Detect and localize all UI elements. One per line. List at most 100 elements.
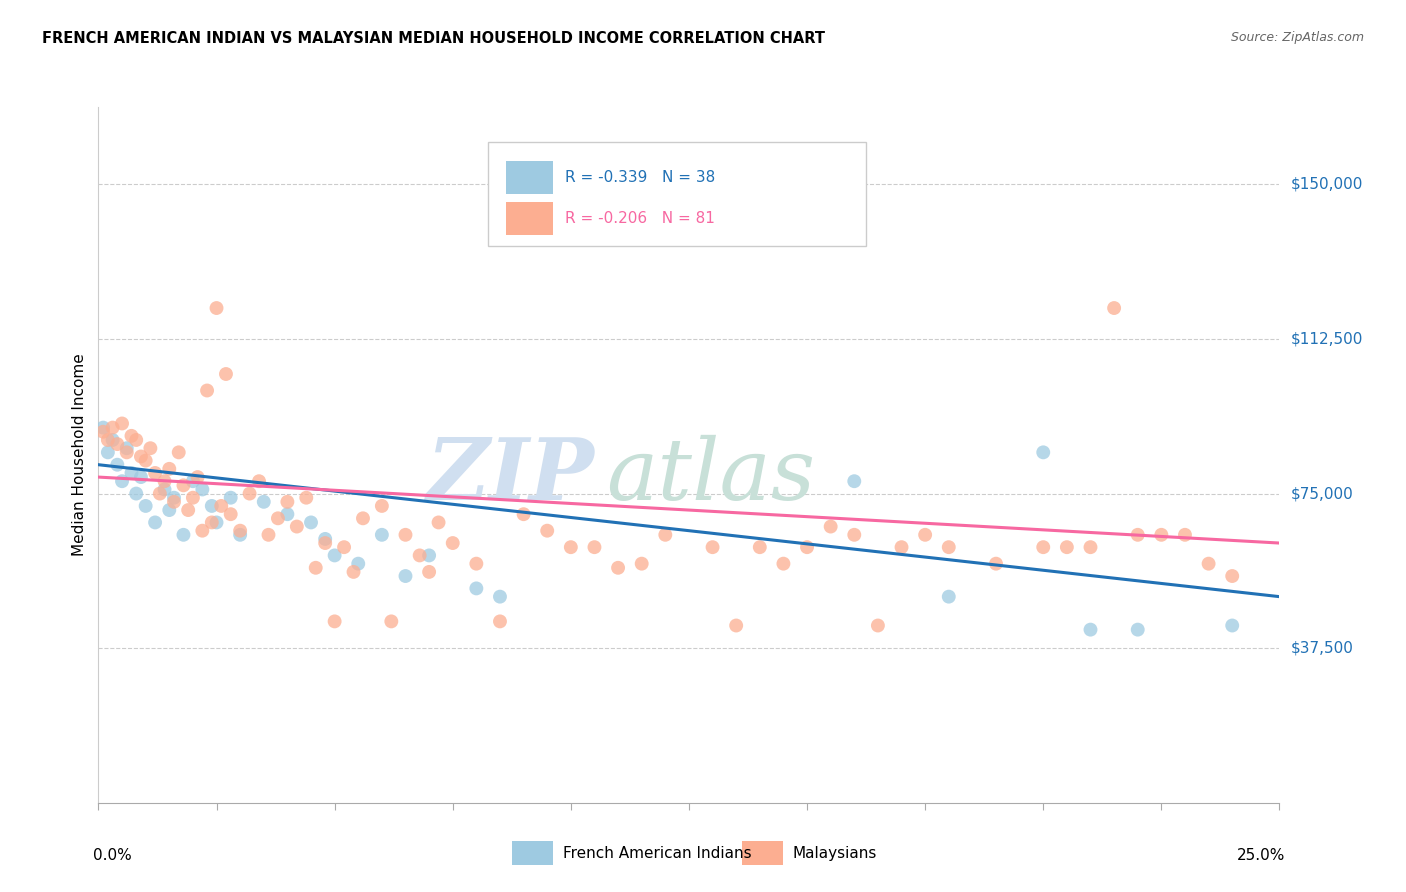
Point (512, 507, 534, 521)
Point (583, 540, 606, 554)
FancyBboxPatch shape (742, 841, 783, 865)
Point (394, 528, 416, 542)
Point (1150, 528, 1173, 542)
Point (97, 433, 120, 447)
Point (276, 507, 298, 521)
Point (938, 590, 960, 604)
Point (938, 540, 960, 554)
Point (489, 590, 512, 604)
Point (257, 528, 280, 542)
Point (323, 615, 346, 629)
Point (111, 474, 134, 488)
Point (314, 532, 336, 546)
Point (844, 474, 866, 488)
Point (177, 503, 200, 517)
Point (1032, 540, 1054, 554)
FancyBboxPatch shape (506, 161, 553, 194)
Point (149, 486, 172, 500)
FancyBboxPatch shape (512, 841, 553, 865)
Point (115, 445, 138, 459)
Text: $75,000: $75,000 (1291, 486, 1354, 501)
Point (890, 540, 912, 554)
Point (125, 486, 148, 500)
Point (796, 540, 818, 554)
Point (984, 557, 1007, 571)
Text: ZIP: ZIP (426, 434, 595, 517)
Point (427, 516, 450, 530)
FancyBboxPatch shape (506, 202, 553, 235)
Point (314, 536, 336, 550)
Point (195, 384, 218, 398)
Point (167, 445, 190, 459)
Point (1220, 618, 1243, 632)
Point (101, 433, 124, 447)
Point (205, 301, 228, 315)
Point (465, 582, 488, 596)
Point (748, 540, 770, 554)
Point (352, 511, 374, 525)
Text: French American Indians: French American Indians (562, 847, 751, 861)
Point (129, 450, 152, 464)
Text: $150,000: $150,000 (1291, 177, 1362, 192)
Text: Source: ZipAtlas.com: Source: ZipAtlas.com (1230, 31, 1364, 45)
Point (215, 367, 238, 381)
Point (408, 549, 430, 563)
Point (371, 528, 394, 542)
Point (914, 528, 936, 542)
Text: R = -0.206   N = 81: R = -0.206 N = 81 (565, 211, 714, 226)
Point (157, 462, 180, 476)
Point (299, 516, 322, 530)
Point (489, 615, 512, 629)
Point (201, 516, 224, 530)
Point (702, 540, 724, 554)
Point (253, 495, 276, 509)
Point (153, 483, 176, 497)
Point (163, 495, 186, 509)
Point (305, 561, 328, 575)
Point (121, 466, 143, 480)
Point (1174, 528, 1197, 542)
FancyBboxPatch shape (488, 142, 866, 246)
Point (247, 474, 270, 488)
Point (323, 549, 346, 563)
Text: 25.0%: 25.0% (1237, 848, 1285, 863)
Point (121, 429, 143, 443)
Point (560, 540, 582, 554)
Point (101, 420, 124, 434)
Point (135, 499, 157, 513)
Point (267, 511, 290, 525)
Point (172, 528, 194, 542)
Point (295, 491, 318, 505)
Point (201, 499, 224, 513)
Point (820, 519, 842, 533)
Point (181, 491, 204, 505)
Point (239, 486, 262, 500)
Point (172, 478, 194, 492)
Point (125, 433, 148, 447)
Point (536, 524, 558, 538)
Point (229, 524, 252, 538)
Point (219, 491, 242, 505)
Point (276, 495, 298, 509)
Point (371, 499, 394, 513)
Point (91, 425, 114, 439)
Point (1102, 301, 1125, 315)
Point (285, 519, 308, 533)
Point (153, 474, 176, 488)
Point (163, 491, 186, 505)
Point (105, 458, 128, 472)
Text: 0.0%: 0.0% (93, 848, 131, 863)
Point (844, 528, 866, 542)
Point (465, 557, 488, 571)
Point (139, 441, 162, 455)
Point (187, 470, 209, 484)
Point (143, 516, 166, 530)
Point (1126, 623, 1149, 637)
Point (441, 536, 464, 550)
Point (630, 557, 652, 571)
Point (135, 453, 157, 467)
Point (418, 565, 440, 579)
Point (1126, 528, 1149, 542)
Point (105, 437, 128, 451)
Point (97, 445, 120, 459)
